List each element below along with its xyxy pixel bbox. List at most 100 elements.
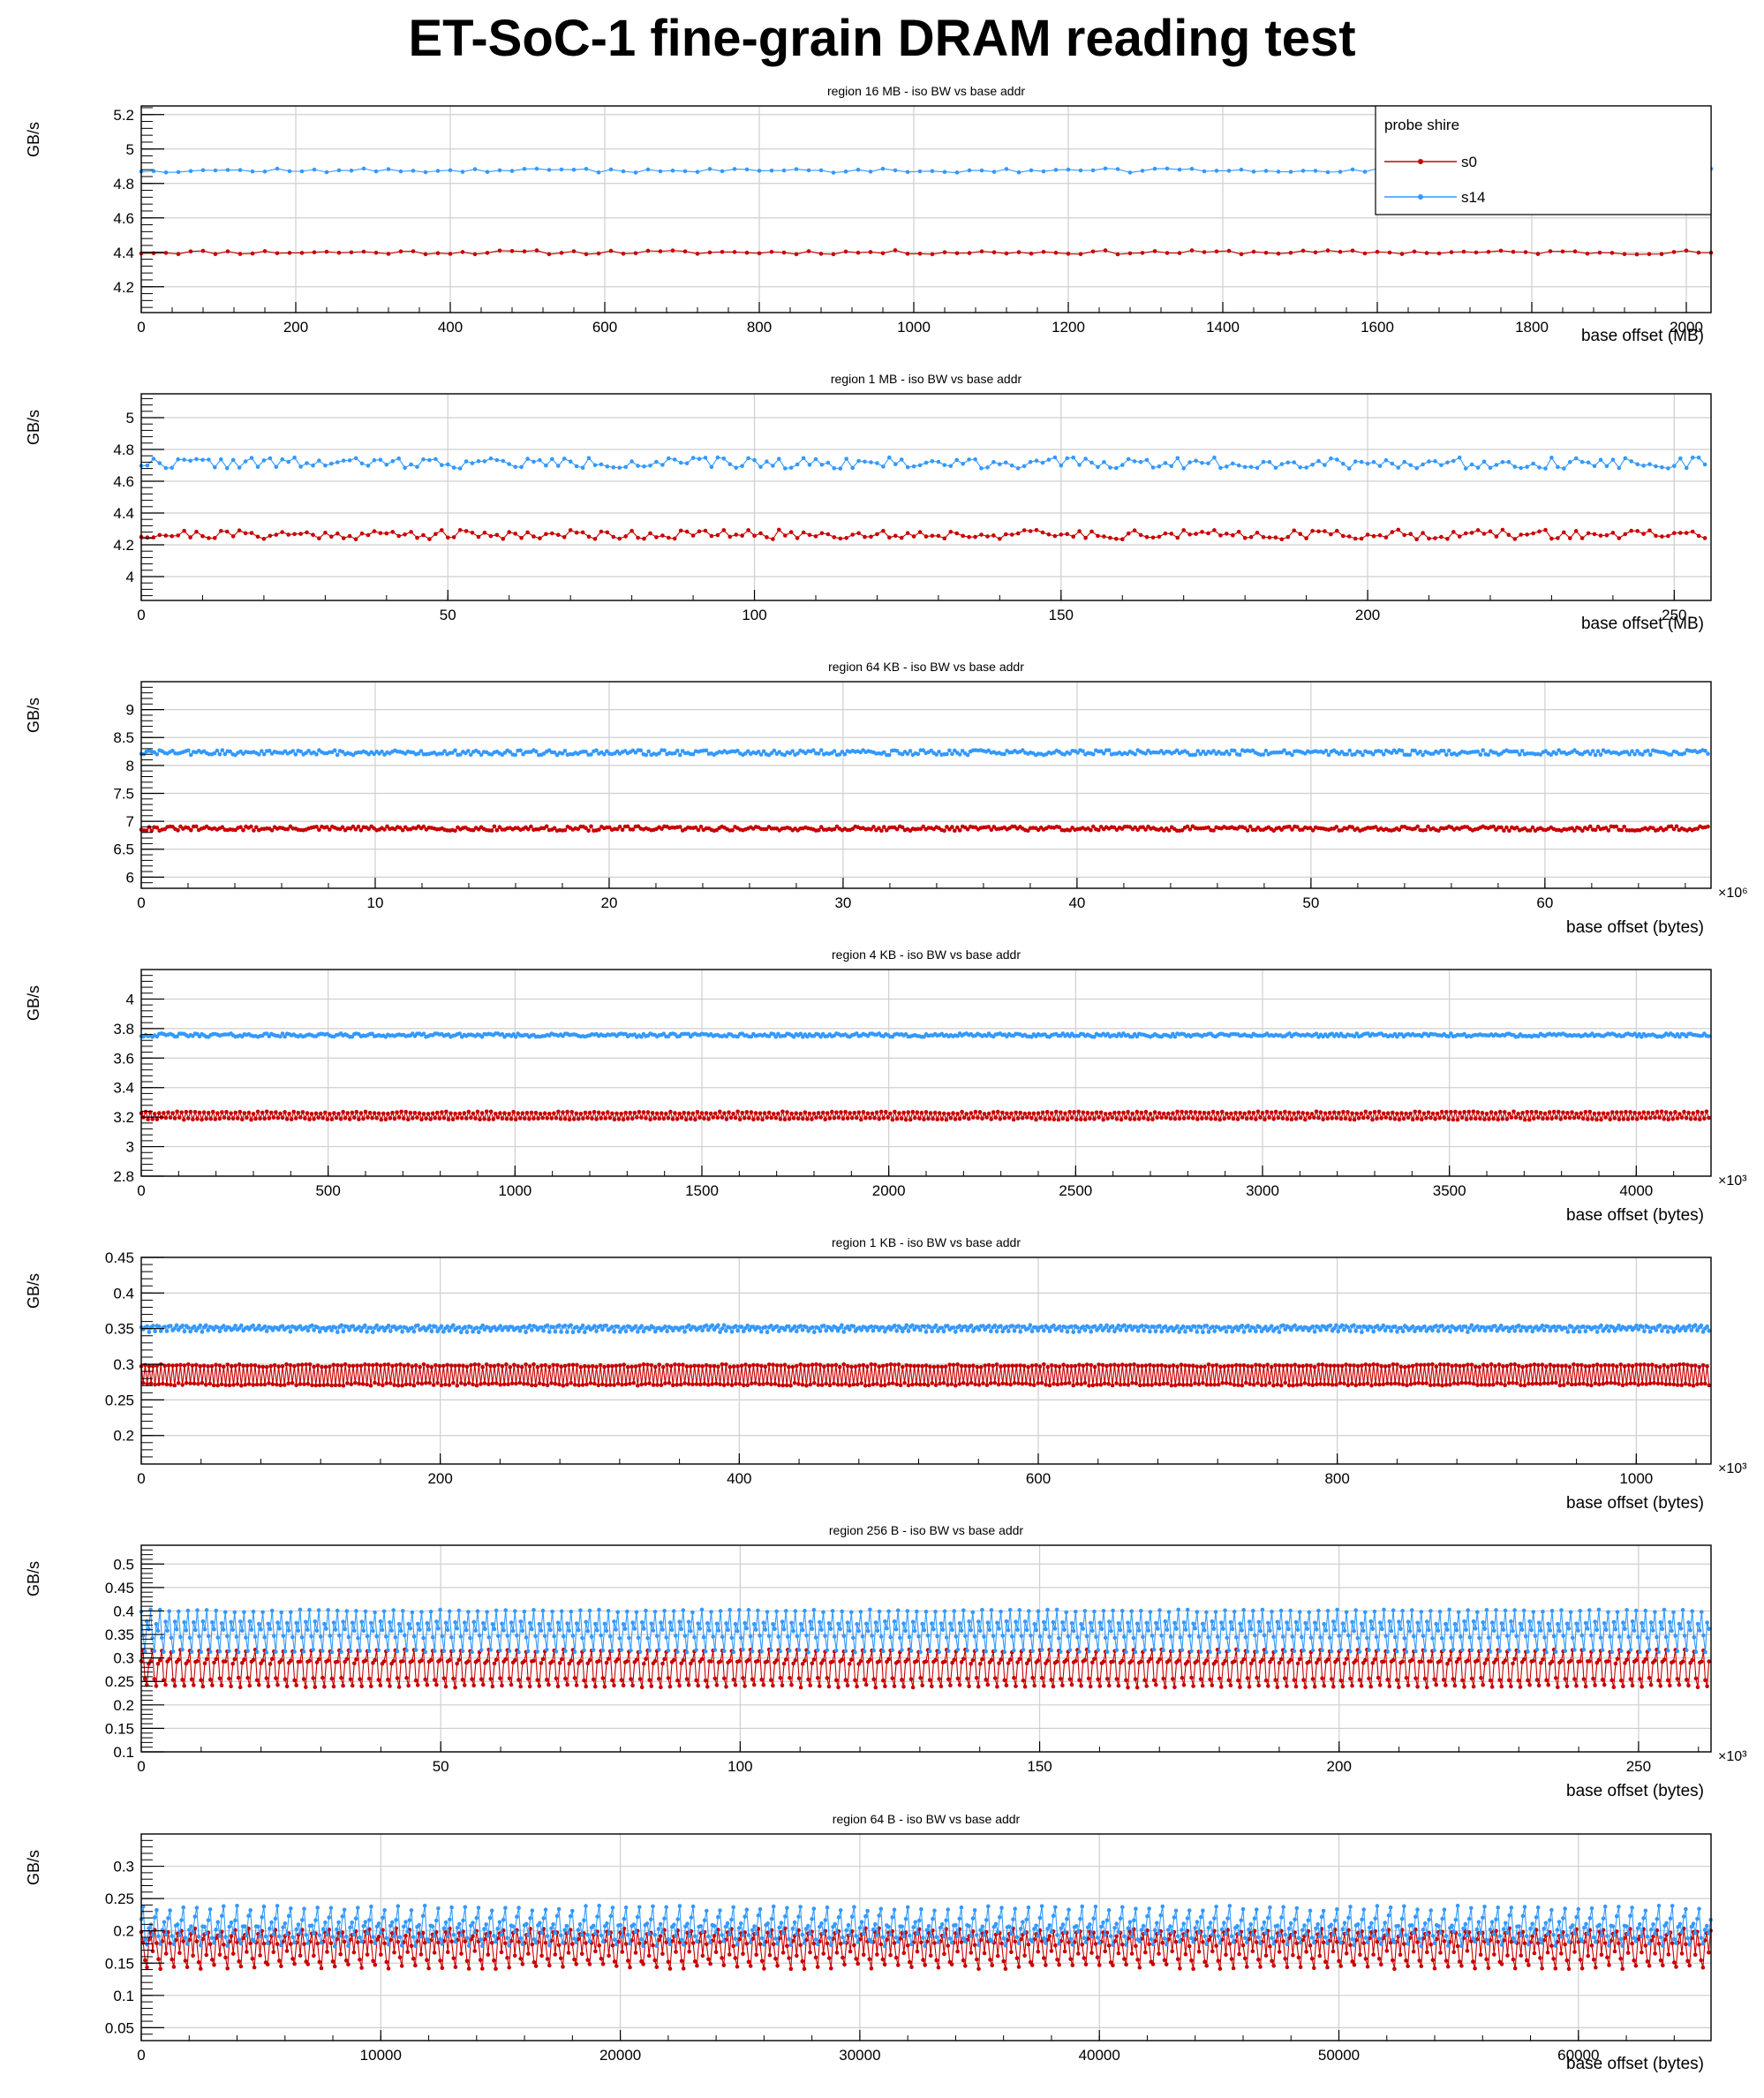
data-point-s14 [1390,461,1395,466]
data-point-s0 [1148,1112,1153,1116]
data-point-s0 [403,532,407,537]
data-point-s0 [507,530,511,534]
series-markers-s14 [139,748,1710,758]
x-axis-multiplier: ×10³ [1718,1174,1747,1189]
data-point-s0 [868,250,873,254]
data-point-s0 [455,1115,460,1121]
data-point-s14 [1669,752,1674,757]
data-point-s0 [1357,1382,1362,1386]
data-point-s0 [446,1117,451,1121]
data-point-s0 [1579,1362,1584,1368]
data-point-s0 [1212,1382,1217,1387]
data-point-s14 [1362,170,1368,174]
data-point-s0 [1204,1116,1209,1121]
data-point-s14 [1573,456,1579,461]
data-point-s0 [1669,1111,1673,1115]
data-point-s14 [686,1031,691,1037]
data-point-s0 [1141,825,1145,829]
data-point-s0 [1135,827,1140,833]
data-point-s0 [535,1364,540,1370]
y-tick-label: 7 [126,813,134,830]
data-point-s0 [703,528,708,533]
data-point-s0 [851,1382,856,1387]
data-point-s14 [1152,166,1157,171]
data-point-s14 [1598,457,1603,463]
data-point-s14 [522,1324,526,1329]
data-point-s0 [1578,826,1582,831]
data-point-s0 [486,1382,491,1386]
data-point-s0 [459,1116,464,1121]
y-tick-label: 8.5 [113,729,134,746]
data-point-s0 [475,1109,480,1114]
data-point-s0 [1304,536,1308,540]
data-point-s0 [164,1382,170,1387]
data-point-s0 [955,1362,960,1367]
data-point-s0 [706,1383,711,1387]
data-point-s0 [1368,1363,1372,1368]
data-point-s0 [551,1362,555,1368]
data-point-s0 [1657,1115,1662,1121]
data-point-s0 [527,1117,531,1121]
data-point-s0 [914,1382,919,1386]
data-point-s14 [1365,461,1370,466]
data-point-s0 [1242,826,1248,831]
data-point-s0 [162,1363,167,1369]
data-point-s0 [1106,1382,1111,1386]
data-point-s0 [186,1116,191,1121]
data-point-s0 [1228,1381,1233,1386]
data-point-s14 [615,1324,621,1329]
data-point-s0 [1445,1362,1451,1367]
data-point-s0 [1150,535,1156,540]
data-point-s0 [1352,1117,1357,1122]
data-point-s0 [433,532,438,537]
data-point-s0 [1267,1115,1271,1120]
data-point-s0 [628,1110,632,1115]
data-point-s0 [1546,1381,1550,1386]
data-point-s0 [1251,249,1256,254]
data-point-s0 [1532,1362,1537,1367]
data-point-s0 [1385,1111,1391,1115]
data-point-s14 [1218,465,1223,471]
data-point-s0 [1685,1362,1690,1367]
data-point-s0 [538,1112,543,1116]
data-point-s0 [1659,252,1664,257]
data-point-s14 [347,1328,351,1332]
data-point-s0 [353,1380,358,1385]
data-point-s0 [996,1109,1000,1114]
data-point-s14 [798,1031,803,1037]
data-point-s0 [435,1110,440,1115]
data-point-s0 [486,1117,491,1121]
data-point-s0 [1497,1109,1503,1114]
data-point-s14 [1627,752,1632,757]
data-point-s14 [638,748,644,753]
data-point-s0 [800,1383,805,1387]
data-point-s0 [1044,1383,1048,1387]
data-point-s0 [700,1364,705,1369]
data-point-s0 [394,1362,399,1368]
data-point-s0 [455,1383,460,1388]
data-point-s0 [1646,1362,1651,1368]
data-point-s0 [482,531,487,535]
data-point-s0 [919,1110,924,1115]
data-point-s0 [363,1362,367,1367]
data-point-s0 [1677,1112,1682,1116]
data-point-s0 [1326,1382,1331,1386]
data-point-s14 [1371,752,1376,757]
data-point-s14 [1292,460,1296,464]
data-point-s14 [735,748,740,753]
data-point-s0 [1574,1111,1579,1116]
data-point-s0 [1599,1117,1603,1122]
data-point-s0 [264,1364,269,1370]
data-point-s0 [1335,528,1339,533]
data-point-s0 [311,532,315,537]
data-point-s0 [1511,1109,1516,1114]
data-point-s0 [1290,827,1294,832]
data-point-s0 [208,1116,213,1121]
data-point-s14 [831,170,836,175]
data-point-s0 [648,1117,652,1122]
data-point-s0 [1361,1115,1366,1121]
data-point-s0 [947,827,952,832]
data-point-s0 [918,1382,923,1387]
data-point-s14 [651,1325,656,1330]
series-markers-s0 [139,527,1707,541]
